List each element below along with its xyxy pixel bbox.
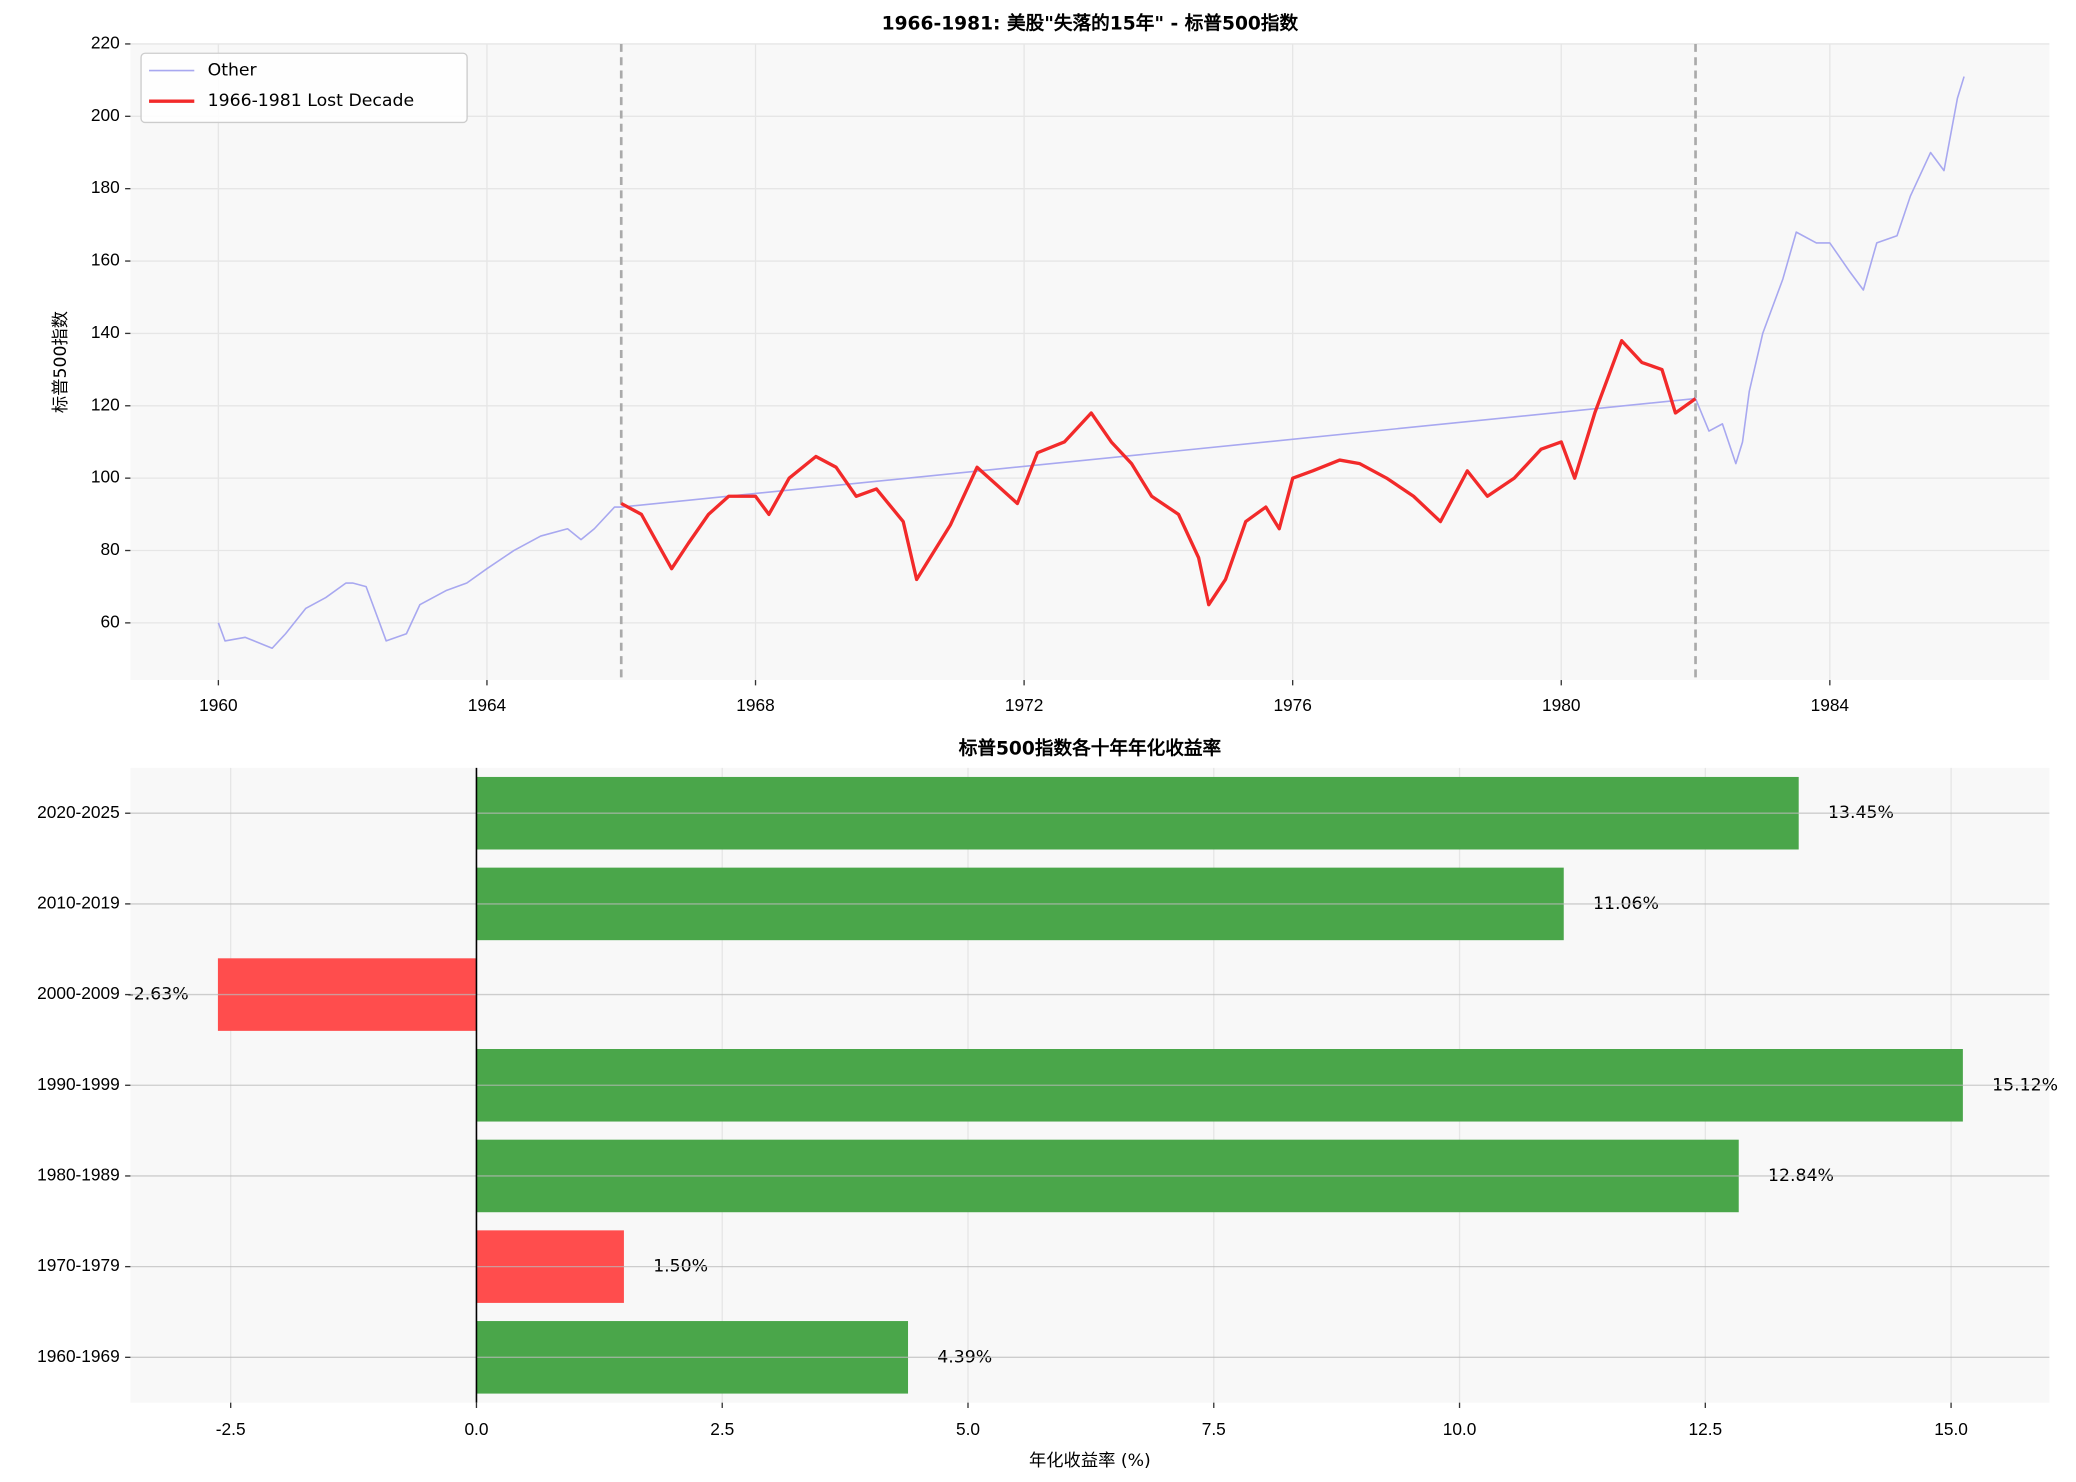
y-tick-label: 60 (101, 611, 120, 631)
x-tick-label: 1984 (1811, 695, 1850, 715)
y-tick-label: 200 (91, 105, 120, 125)
x-tick-label: 1972 (1005, 695, 1043, 715)
x-tick-label: 2.5 (710, 1419, 734, 1439)
y-axis-label: 标普500指数 (51, 311, 71, 413)
data-line (620, 339, 1697, 607)
x-tick-label: 5.0 (956, 1419, 980, 1439)
chart-title: 标普500指数各十年年化收益率 (958, 738, 1222, 760)
legend-label: Other (208, 61, 258, 81)
x-tick-label: 12.5 (1688, 1419, 1722, 1439)
y-tick-label: 220 (91, 33, 120, 53)
x-tick-label: 10.0 (1443, 1419, 1477, 1439)
data-line (217, 76, 1965, 650)
y-tick-label: 1980-1989 (37, 1165, 120, 1185)
y-tick-label: 120 (91, 394, 120, 414)
plot-area (130, 43, 2050, 681)
x-axis-label: 年化收益率 (%) (1029, 1451, 1151, 1471)
y-tick-label: 1990-1999 (37, 1074, 120, 1094)
y-tick-label: 100 (91, 467, 120, 487)
chart-title: 1966-1981: 美股"失落的15年" - 标普500指数 (882, 12, 1299, 34)
x-tick-label: 7.5 (1202, 1419, 1226, 1439)
x-tick-label: 1976 (1273, 695, 1311, 715)
x-tick-label: 1968 (736, 695, 774, 715)
y-tick-label: 1970-1979 (37, 1255, 120, 1275)
x-tick-label: 1964 (468, 695, 507, 715)
y-tick-label: 180 (91, 177, 120, 197)
x-tick-label: -2.5 (216, 1419, 246, 1439)
y-tick-label: 2010-2019 (37, 892, 120, 912)
y-tick-label: 2020-2025 (37, 802, 120, 822)
legend-label: 1966-1981 Lost Decade (208, 91, 414, 111)
y-tick-label: 140 (91, 322, 120, 342)
y-tick-label: 80 (101, 539, 120, 559)
x-tick-label: 15.0 (1934, 1419, 1968, 1439)
x-tick-label: 0.0 (464, 1419, 488, 1439)
x-tick-label: 1980 (1542, 695, 1580, 715)
y-tick-label: 2000-2009 (37, 983, 120, 1003)
y-tick-label: 1960-1969 (37, 1346, 120, 1366)
legend-box (140, 52, 468, 124)
x-tick-label: 1960 (199, 695, 237, 715)
y-tick-label: 160 (91, 250, 120, 270)
